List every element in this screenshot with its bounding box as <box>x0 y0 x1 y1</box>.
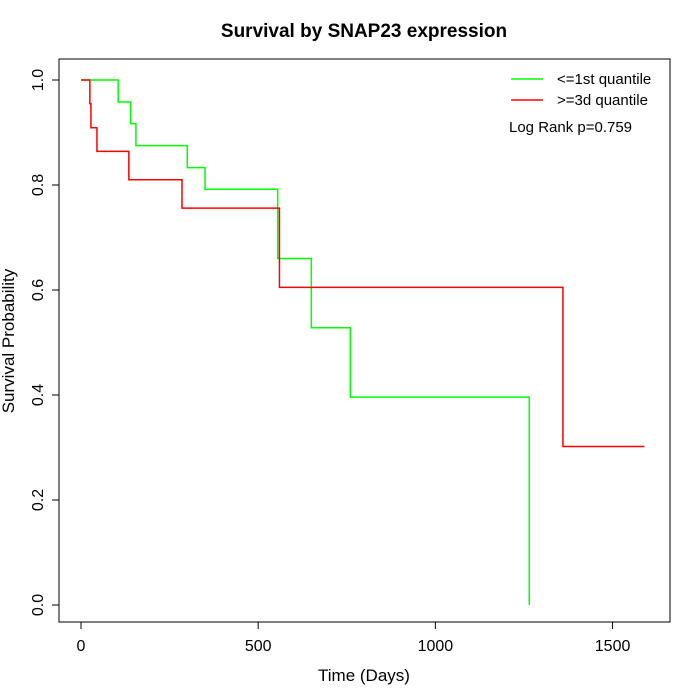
x-axis: 0 500 1000 1500 <box>77 621 631 655</box>
plot-frame <box>58 58 671 623</box>
y-tick-label: 0.8 <box>30 174 47 196</box>
y-tick-label: 1.0 <box>30 69 47 91</box>
y-tick-label: 0.0 <box>30 594 47 616</box>
x-tick-label: 1500 <box>595 638 631 655</box>
x-tick-label: 500 <box>245 638 272 655</box>
x-axis-label: Time (Days) <box>318 666 410 685</box>
legend: <=1st quantile >=3d quantile Log Rank p=… <box>509 71 651 136</box>
y-axis: 0.0 0.2 0.4 0.6 0.8 1.0 <box>30 69 60 616</box>
series-line-2 <box>81 79 645 448</box>
series-line-1 <box>81 79 531 605</box>
y-axis-label: Survival Probability <box>0 268 18 413</box>
legend-label-series-1: <=1st quantile <box>557 71 651 88</box>
series-layer <box>81 79 645 605</box>
y-tick-label: 0.6 <box>30 279 47 301</box>
chart-title: Survival by SNAP23 expression <box>221 21 507 42</box>
legend-label-series-2: >=3d quantile <box>557 92 648 109</box>
y-tick-label: 0.2 <box>30 489 47 511</box>
log-rank-annotation: Log Rank p=0.759 <box>509 119 632 136</box>
x-tick-label: 0 <box>77 638 86 655</box>
x-tick-label: 1000 <box>418 638 454 655</box>
y-tick-label: 0.4 <box>30 384 47 406</box>
